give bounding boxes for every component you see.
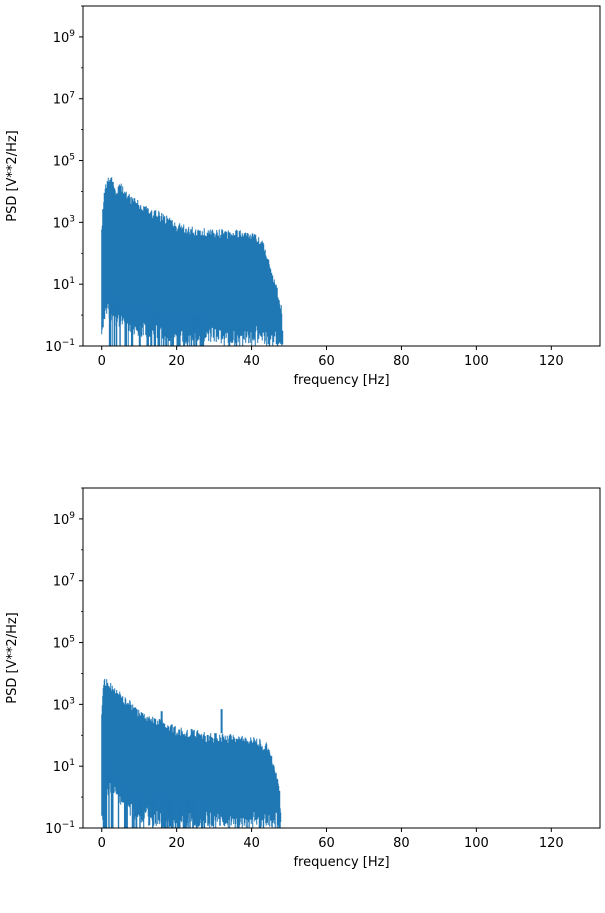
y-tick-label: 109: [53, 511, 76, 528]
x-tick-label: 80: [393, 354, 410, 369]
x-tick-label: 0: [98, 836, 106, 851]
x-tick-label: 120: [539, 836, 564, 851]
y-tick-label: 103: [53, 696, 75, 713]
x-tick-label: 120: [539, 354, 564, 369]
x-tick-label: 60: [318, 836, 335, 851]
x-tick-label: 40: [243, 836, 260, 851]
x-tick-label: 0: [98, 354, 106, 369]
x-axis-label: frequency [Hz]: [293, 855, 389, 870]
x-tick-label: 20: [168, 354, 185, 369]
y-tick-label: 101: [53, 758, 75, 775]
axes-frame: [82, 5, 601, 347]
axes-frame: [82, 487, 601, 829]
x-tick-label: 20: [168, 836, 185, 851]
y-axis-label: PSD [V**2/Hz]: [5, 130, 20, 222]
x-tick-label: 40: [243, 354, 260, 369]
y-tick-label: 109: [53, 29, 76, 46]
x-axis-label: frequency [Hz]: [293, 373, 389, 388]
y-tick-label: 101: [53, 276, 75, 293]
psd-series-line: [101, 678, 282, 828]
y-tick-label: 107: [53, 91, 75, 108]
y-tick-label: 10−1: [45, 338, 75, 355]
psd-series-line: [101, 177, 284, 346]
x-tick-label: 60: [318, 354, 335, 369]
chart-2: 0 20 40 60 80 100 120 10−1 101 103 105 107 109 freque…: [5, 487, 601, 870]
x-tick-label: 80: [393, 836, 410, 851]
y-tick-label: 107: [53, 573, 75, 590]
x-tick-label: 100: [464, 354, 489, 369]
y-tick-label: 105: [53, 153, 75, 170]
y-axis-label: PSD [V**2/Hz]: [5, 612, 20, 704]
x-tick-label: 100: [464, 836, 489, 851]
y-tick-label: 105: [53, 635, 75, 652]
y-tick-label: 103: [53, 214, 75, 231]
y-tick-label: 10−1: [45, 820, 75, 837]
chart-1: 0 20 40 60 80 100 120 10−1 101 103 105 107 109 freque…: [5, 5, 601, 388]
